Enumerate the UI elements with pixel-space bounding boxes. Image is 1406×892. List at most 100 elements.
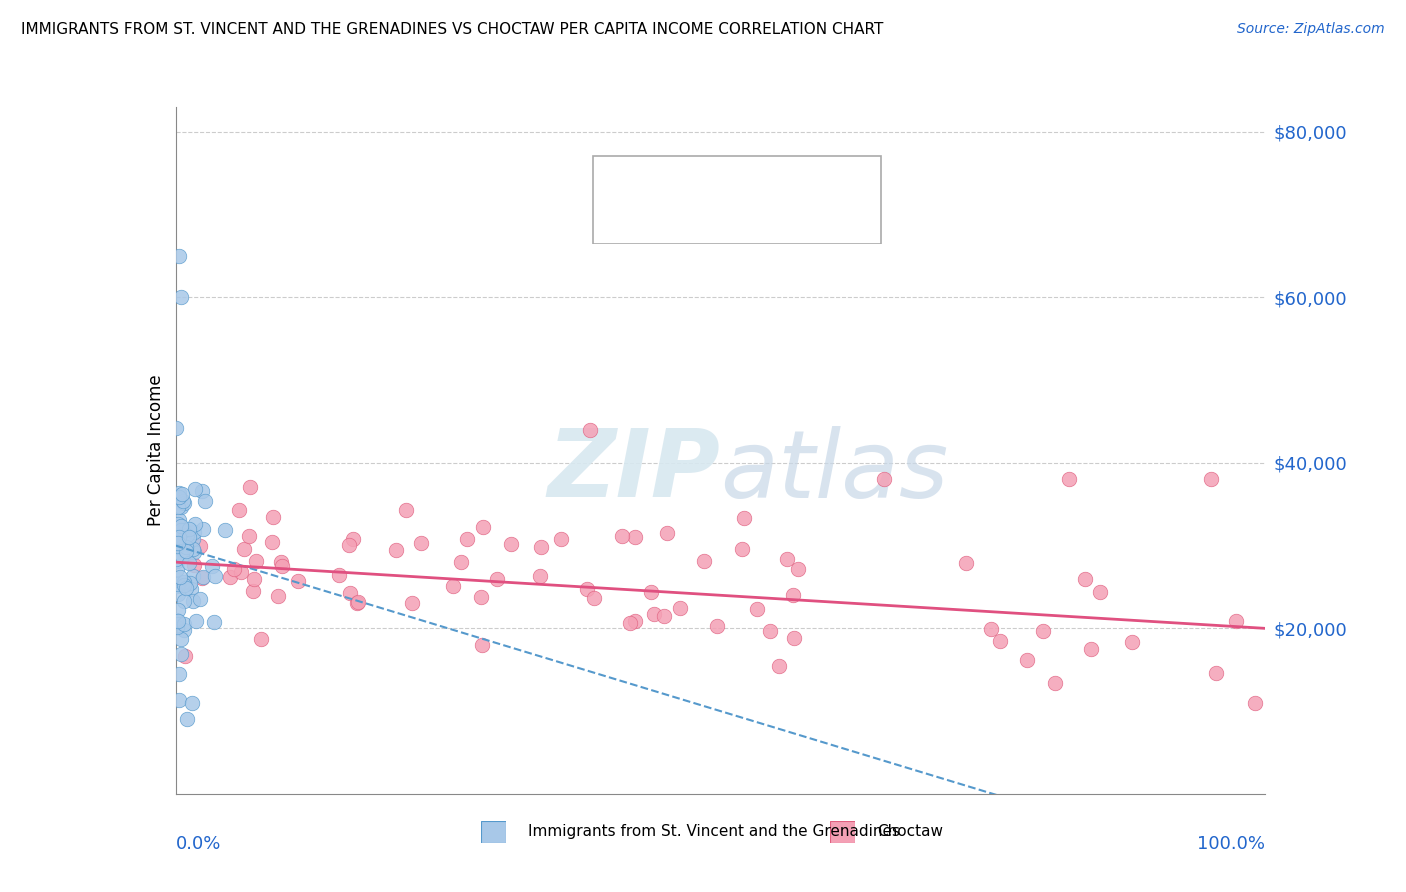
Point: [619, 616, 641, 631]
Point: [270, 555, 292, 569]
Point: [173, 617, 195, 632]
Point: [1199, 472, 1222, 486]
Point: [401, 596, 423, 610]
Point: [166, 539, 188, 553]
Point: [229, 565, 252, 579]
Point: [181, 568, 204, 582]
Point: [165, 535, 187, 549]
Point: [180, 582, 202, 596]
Point: [768, 659, 790, 673]
Point: [786, 562, 808, 576]
Point: [643, 607, 665, 621]
Point: [169, 570, 191, 584]
Point: [233, 542, 256, 557]
Point: [170, 647, 193, 661]
Point: [655, 525, 678, 540]
Point: [165, 613, 187, 627]
Point: [395, 503, 418, 517]
Point: [184, 482, 207, 496]
Point: [166, 516, 188, 531]
Point: [176, 540, 198, 554]
Point: [1205, 665, 1227, 680]
Point: [1074, 572, 1097, 586]
Point: [1080, 641, 1102, 656]
Text: 72: 72: [810, 169, 835, 187]
Point: [287, 574, 309, 588]
Y-axis label: Per Capita Income: Per Capita Income: [146, 375, 165, 526]
Point: [576, 582, 599, 597]
Point: [167, 486, 190, 500]
Point: [328, 568, 350, 582]
Point: [242, 572, 264, 586]
Point: [346, 596, 368, 610]
Point: [582, 591, 605, 606]
Point: [499, 537, 522, 551]
Point: [955, 556, 977, 570]
Point: [624, 615, 647, 629]
Point: [219, 570, 242, 584]
Point: [166, 554, 188, 568]
Point: [176, 582, 198, 596]
Text: R =: R =: [645, 211, 685, 228]
Point: [1243, 696, 1265, 710]
Point: [166, 562, 188, 576]
Point: [1043, 676, 1066, 690]
Point: [169, 530, 191, 544]
Point: [1032, 624, 1054, 638]
Point: [167, 587, 190, 601]
Point: [471, 639, 494, 653]
FancyBboxPatch shape: [481, 821, 506, 843]
Point: [172, 494, 194, 508]
Point: [624, 530, 647, 544]
Text: Source: ZipAtlas.com: Source: ZipAtlas.com: [1237, 22, 1385, 37]
Point: [183, 517, 205, 532]
Point: [173, 574, 195, 589]
Point: [242, 583, 264, 598]
Text: 0.0%: 0.0%: [176, 835, 221, 853]
Point: [167, 500, 190, 514]
Point: [733, 510, 755, 524]
Point: [262, 510, 284, 524]
Point: [776, 552, 799, 566]
Point: [529, 540, 551, 554]
Point: [173, 523, 195, 537]
Point: [873, 472, 896, 486]
Text: 81: 81: [810, 211, 835, 228]
Point: [409, 536, 432, 550]
Point: [173, 648, 195, 663]
Point: [470, 591, 492, 605]
Text: R =: R =: [645, 169, 685, 187]
Point: [239, 480, 262, 494]
Point: [271, 558, 294, 573]
Point: [194, 493, 217, 508]
Point: [202, 615, 225, 629]
Point: [193, 570, 215, 584]
Point: [342, 532, 364, 546]
FancyBboxPatch shape: [602, 205, 634, 234]
Point: [339, 586, 361, 600]
Point: [173, 496, 195, 510]
Point: [782, 588, 804, 602]
Point: [170, 519, 193, 533]
Text: 100.0%: 100.0%: [1198, 835, 1265, 853]
Point: [260, 535, 283, 549]
Point: [1090, 585, 1112, 599]
Point: [181, 594, 204, 608]
Point: [385, 542, 408, 557]
Point: [165, 552, 187, 566]
Text: Immigrants from St. Vincent and the Grenadines: Immigrants from St. Vincent and the Gren…: [529, 824, 900, 838]
Point: [550, 532, 572, 546]
Point: [167, 693, 190, 707]
Point: [188, 591, 211, 606]
Point: [166, 536, 188, 550]
Point: [169, 667, 191, 681]
Point: [172, 533, 194, 547]
Point: [165, 527, 187, 541]
Point: [201, 558, 224, 573]
FancyBboxPatch shape: [602, 164, 634, 193]
Point: [245, 554, 267, 568]
Text: atlas: atlas: [721, 425, 949, 516]
Point: [183, 532, 205, 546]
Point: [731, 541, 754, 556]
Point: [170, 632, 193, 647]
